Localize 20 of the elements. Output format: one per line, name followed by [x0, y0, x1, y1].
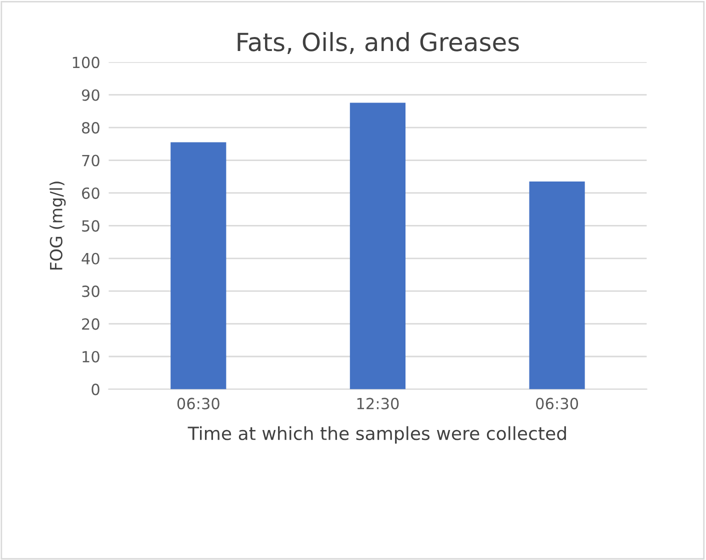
y-tick-label: 90: [82, 89, 100, 101]
y-tick-label: 10: [82, 350, 100, 363]
y-tick-label: 80: [82, 122, 100, 134]
chart-title: Fats, Oils, and Greases: [238, 32, 519, 54]
y-tick-label: 0: [92, 384, 100, 396]
y-tick-label: 60: [82, 187, 100, 199]
x-tick-label: 06:30: [536, 398, 578, 410]
bar: [350, 102, 406, 390]
y-tick-label: 100: [72, 56, 100, 68]
x-tick-label: 12:30: [357, 398, 399, 410]
bar: [529, 182, 585, 390]
y-tick-label: 30: [82, 286, 100, 298]
bar: [170, 142, 226, 390]
x-axis-title: Time at which the samples were collected: [188, 426, 566, 444]
y-tick-label: 70: [82, 154, 100, 166]
y-tick-label: 50: [82, 220, 100, 232]
y-axis-title: FOG (mg/l): [50, 182, 66, 270]
x-tick-label: 06:30: [177, 398, 220, 410]
y-tick-label: 20: [82, 318, 100, 330]
y-tick-label: 40: [82, 252, 100, 264]
